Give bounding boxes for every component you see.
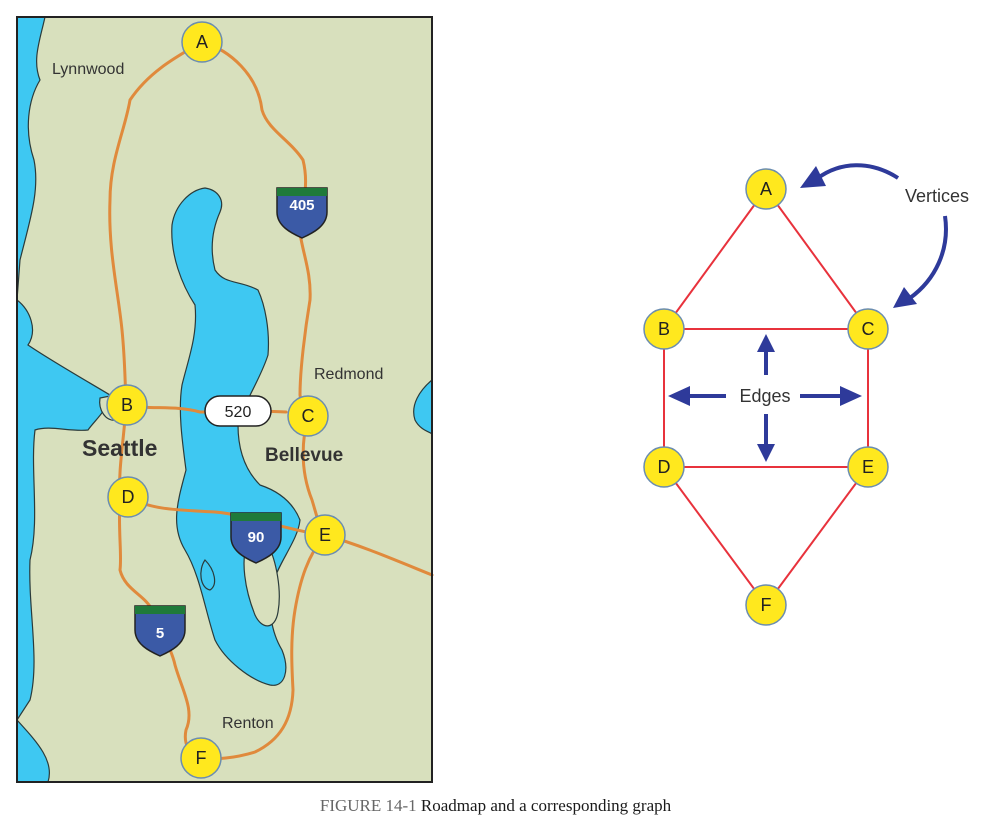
svg-text:405: 405 [289,197,314,214]
shield-520: 520 [204,395,272,427]
edges-label: Edges [739,386,790,406]
map-node-f: F [180,737,222,779]
svg-text:F: F [761,595,772,615]
edge-a-b [663,188,767,330]
svg-text:D: D [658,457,671,477]
svg-text:E: E [319,525,331,545]
graph-node-d: D [643,446,685,488]
map-node-d: D [107,476,149,518]
svg-text:D: D [122,487,135,507]
graph-node-b: B [643,308,685,350]
svg-text:520: 520 [225,404,252,421]
road-map: 405 90 5 520 Lynnwood Redmond Seattle Be… [16,16,434,783]
edge-e-f [765,466,869,606]
vertices-arrows [816,163,948,300]
map-node-c: C [287,395,329,437]
svg-text:B: B [121,395,133,415]
map-border [16,16,433,783]
graph-node-e: E [847,446,889,488]
vertices-arrowhead-a [800,166,826,188]
vertices-arrowhead-c [893,287,917,308]
svg-text:A: A [196,32,208,52]
label-lynnwood: Lynnwood [52,61,124,78]
label-seattle: Seattle [82,435,157,461]
svg-text:90: 90 [248,529,265,546]
shield-90: 90 [230,512,282,564]
map-node-a: A [181,21,223,63]
svg-text:A: A [760,179,772,199]
edges-arrows [668,334,862,462]
edge-a-c [765,188,869,330]
label-redmond: Redmond [314,366,383,383]
figure-caption: FIGURE 14-1 Roadmap and a corresponding … [0,796,991,816]
figure-caption-text: Roadmap and a corresponding graph [416,796,672,815]
map-node-b: B [106,384,148,426]
graph: Edges Vertices A B C D E [643,163,969,626]
svg-text:5: 5 [156,625,164,642]
vertices-label: Vertices [905,186,969,206]
graph-node-f: F [745,584,787,626]
shield-5: 5 [134,605,186,657]
svg-text:B: B [658,319,670,339]
figure-number: FIGURE 14-1 [319,796,417,815]
svg-text:E: E [862,457,874,477]
edge-d-f [663,466,767,606]
graph-node-c: C [847,308,889,350]
svg-text:C: C [862,319,875,339]
shield-405: 405 [276,187,328,239]
label-bellevue: Bellevue [265,445,343,466]
svg-text:C: C [302,406,315,426]
label-renton: Renton [222,715,274,732]
map-node-e: E [304,514,346,556]
graph-edges [663,188,869,606]
graph-node-a: A [745,168,787,210]
svg-text:F: F [196,748,207,768]
